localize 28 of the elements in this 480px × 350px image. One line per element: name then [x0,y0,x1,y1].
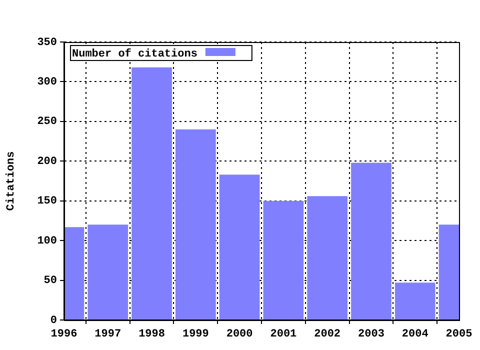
bar [88,224,128,320]
bar [307,196,348,320]
x-tick-label: 2002 [314,328,341,340]
x-tick-label: 2004 [402,328,429,340]
legend-label: Number of citations [72,47,198,60]
y-tick-label: 250 [37,116,57,128]
y-tick-label: 150 [37,196,57,208]
x-tick-label: 1999 [182,328,209,340]
x-tick-label: 2000 [226,328,253,340]
y-tick-label: 100 [37,235,57,248]
x-tick-label: 1996 [50,328,78,340]
bar [175,129,216,320]
x-tick-label: 2005 [446,328,473,340]
bar [351,162,392,320]
bar [219,174,260,320]
y-axis-title: Citations [5,151,18,211]
y-tick-label: 300 [37,76,57,88]
x-tick-label: 2001 [270,328,298,340]
x-tick-label: 1998 [138,328,166,340]
bar [132,67,172,320]
y-tick-label: 200 [37,156,57,168]
y-tick-label: 0 [50,314,57,327]
bar [263,200,304,320]
bar [394,282,436,320]
x-tick-label: 1997 [94,328,122,340]
y-tick-label: 350 [37,36,57,49]
y-tick-label: 50 [44,275,57,288]
x-tick-label: 2003 [358,328,385,340]
